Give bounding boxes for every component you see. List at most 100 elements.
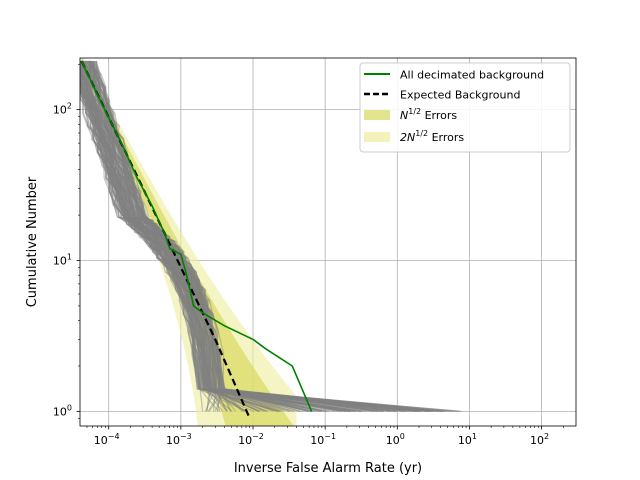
background-realization-line (80, 84, 346, 412)
background-realization-line (80, 94, 335, 412)
background-realization-line (83, 60, 258, 412)
x-axis-label: Inverse False Alarm Rate (yr) (234, 461, 422, 476)
background-realization-line (83, 60, 367, 412)
background-realization-line (80, 71, 407, 412)
background-realization-line (89, 60, 285, 412)
y-tick-label: 101 (53, 253, 72, 268)
legend-label-err2: 2N1/2 Errors (400, 129, 464, 144)
y-tick-label: 102 (53, 102, 72, 117)
background-realization-line (92, 60, 397, 412)
background-realization-line (93, 60, 245, 412)
background-realization-line (80, 71, 282, 412)
background-realization-line (85, 60, 419, 412)
background-realization-line (85, 60, 434, 412)
background-realization-line (80, 67, 432, 412)
background-realization-line (80, 60, 227, 412)
legend-label-err1: N1/2 Errors (400, 107, 457, 122)
background-realization-line (88, 60, 348, 412)
background-realization-line (80, 82, 429, 412)
background-realization-line (93, 60, 226, 412)
expected-background-line (80, 60, 251, 419)
background-realization-line (80, 60, 210, 412)
background-realization-line (80, 64, 384, 412)
x-tick-label: 102 (530, 432, 549, 447)
background-realization-line (89, 60, 442, 412)
background-realization-line (80, 69, 436, 412)
x-tick-label: 101 (458, 432, 477, 447)
background-realization-line (86, 60, 375, 412)
background-realization-line (89, 60, 226, 412)
x-tick-label: 100 (386, 432, 405, 447)
legend-label-decimated: All decimated background (400, 69, 544, 82)
plot-frame (79, 57, 577, 427)
background-realization-line (80, 69, 229, 412)
background-realization-line (91, 60, 433, 412)
background-realization-line (80, 71, 443, 412)
background-realization-line (82, 60, 212, 412)
background-realization-line (81, 60, 390, 412)
background-realization-line (84, 60, 444, 412)
background-realization-line (91, 60, 222, 412)
background-realization-line (80, 91, 247, 412)
background-realization-line (80, 90, 455, 412)
y-axis-ticks: 100 101 102 (53, 63, 80, 419)
background-realization-line (80, 78, 269, 412)
background-realization-line (80, 64, 328, 412)
background-realization-line (80, 60, 458, 412)
background-realization-line (80, 60, 296, 412)
background-realization-line (88, 60, 274, 412)
background-realization-line (91, 60, 346, 412)
background-realization-line (80, 91, 330, 412)
background-realization-line (93, 60, 350, 412)
background-realization-line (80, 77, 281, 412)
background-realization-line (80, 70, 414, 412)
x-tick-label: 10−3 (166, 432, 192, 447)
background-realization-line (88, 60, 294, 412)
background-realization-line (91, 60, 342, 412)
background-realization-line (80, 77, 233, 412)
background-realization-line (83, 60, 362, 412)
background-realization-line (81, 60, 379, 412)
background-realization-line (80, 60, 446, 412)
x-tick-label: 10−1 (310, 432, 336, 447)
background-realization-line (80, 80, 416, 412)
background-realization-line (80, 89, 354, 412)
background-realization-line (80, 81, 462, 412)
background-realization-line (88, 60, 308, 412)
background-realization-line (80, 60, 391, 412)
background-realization-line (87, 60, 326, 412)
background-realization-line (94, 60, 323, 412)
background-realization-line (80, 60, 419, 412)
background-realization-line (82, 60, 246, 412)
decimated-background-line (80, 60, 313, 412)
background-realization-line (80, 78, 224, 412)
background-realization-line (80, 93, 421, 412)
background-realization-line (83, 60, 450, 412)
background-realization-line (90, 60, 310, 412)
background-realization-line (88, 60, 351, 412)
background-realization-line (80, 89, 277, 412)
legend-swatch-err1 (364, 110, 390, 120)
legend-box (359, 62, 571, 153)
background-realization-line (87, 60, 243, 412)
background-realization-line (80, 87, 372, 412)
background-realization-line (80, 73, 397, 412)
background-realization-line (80, 77, 219, 412)
background-realization-line (80, 63, 406, 412)
x-tick-label: 10−4 (94, 432, 120, 447)
background-realization-line (82, 60, 376, 412)
background-realization-line (82, 60, 429, 412)
legend-label-expected: Expected Background (400, 89, 520, 102)
background-realization-line (91, 60, 312, 412)
background-realization-line (84, 60, 237, 412)
background-realization-line (80, 67, 364, 412)
legend-swatch-err2 (364, 132, 390, 142)
background-realization-line (80, 62, 361, 412)
background-realization-line (89, 60, 441, 412)
background-realization-line (80, 60, 315, 412)
background-realization-line (80, 87, 317, 412)
background-realization-line (90, 60, 351, 412)
background-realization-line (80, 77, 429, 412)
y-tick-label: 100 (53, 403, 72, 418)
background-realization-line (80, 72, 322, 412)
